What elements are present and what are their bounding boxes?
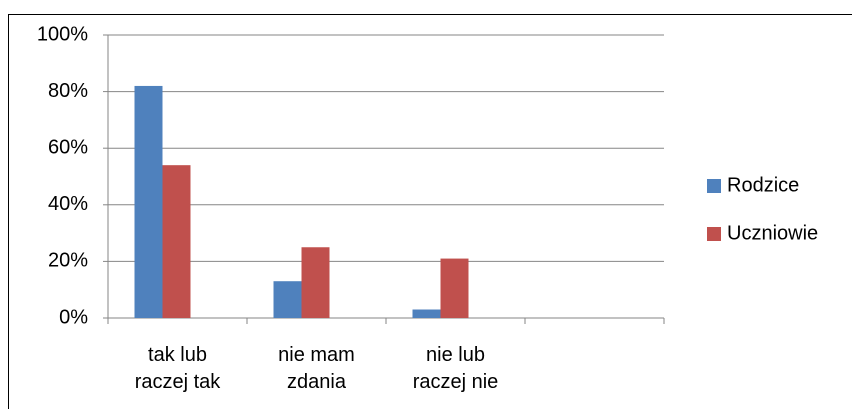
x-tick-label: tak lub raczej tak bbox=[134, 344, 221, 393]
legend-swatch bbox=[707, 179, 721, 193]
y-tick-label: 20% bbox=[48, 250, 88, 272]
x-tick-label: nie mam zdania bbox=[278, 344, 355, 393]
bar bbox=[162, 165, 191, 318]
y-tick-label: 100% bbox=[37, 23, 88, 45]
legend-label: Rodzice bbox=[727, 174, 799, 196]
y-tick-label: 0% bbox=[59, 306, 88, 328]
legend-swatch bbox=[707, 227, 721, 241]
bar bbox=[134, 85, 163, 318]
legend-label: Uczniowie bbox=[727, 222, 818, 244]
y-tick-label: 40% bbox=[48, 193, 88, 215]
y-tick-label: 80% bbox=[48, 80, 88, 102]
x-tick-label: nie lub raczej nie bbox=[412, 344, 499, 393]
bar bbox=[440, 258, 469, 318]
bar bbox=[301, 247, 330, 318]
y-tick-label: 60% bbox=[48, 136, 88, 158]
bar bbox=[412, 309, 441, 318]
bar bbox=[273, 281, 302, 318]
